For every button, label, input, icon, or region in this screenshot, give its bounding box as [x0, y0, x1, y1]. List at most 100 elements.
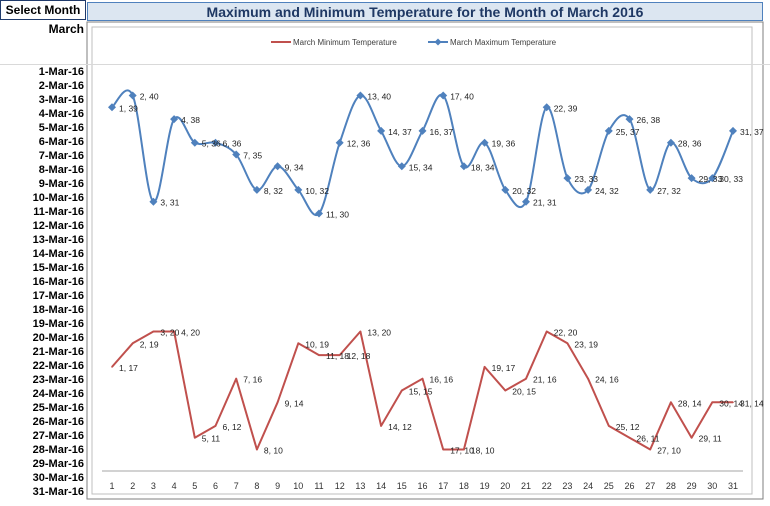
max-temperature-point: [190, 138, 199, 147]
data-label: 3, 20: [160, 328, 179, 338]
min-temperature-point: [173, 330, 175, 333]
row-date-label: 1-Mar-16: [39, 66, 84, 78]
min-temperature-point: [401, 389, 403, 392]
month-value: March: [48, 22, 84, 36]
data-label: 27, 10: [657, 446, 681, 456]
x-tick-label: 31: [728, 481, 738, 491]
data-label: 31, 14: [740, 398, 764, 408]
x-tick-label: 16: [417, 481, 427, 491]
min-temperature-point: [152, 330, 155, 333]
data-label: 13, 40: [367, 92, 391, 102]
row-date-label: 9-Mar-16: [39, 178, 84, 190]
data-label: 24, 16: [595, 375, 619, 385]
data-label: 3, 31: [160, 198, 179, 208]
x-tick-label: 5: [192, 481, 197, 491]
data-label: 22, 20: [554, 328, 578, 338]
min-temperature-point: [256, 448, 258, 451]
x-tick-label: 20: [500, 481, 510, 491]
min-temperature-point: [649, 448, 651, 451]
data-label: 17, 40: [450, 92, 474, 102]
min-temperature-point: [194, 436, 196, 439]
data-label: 11, 30: [326, 210, 349, 220]
min-temperature-point: [338, 354, 341, 356]
row-date-label: 23-Mar-16: [33, 374, 84, 386]
max-temperature-point: [273, 162, 282, 171]
x-tick-label: 2: [130, 481, 135, 491]
min-temperature-point: [111, 366, 113, 368]
min-temperature-point: [670, 401, 672, 404]
min-temperature-point: [732, 401, 734, 404]
max-temperature-point: [211, 138, 220, 147]
data-label: 14, 37: [388, 127, 412, 137]
row-date-label: 8-Mar-16: [39, 164, 84, 176]
row-date-label: 18-Mar-16: [33, 304, 84, 316]
row-date-label: 20-Mar-16: [33, 332, 84, 344]
row-date-label: 5-Mar-16: [39, 122, 84, 134]
min-temperature-point: [235, 377, 237, 380]
x-tick-label: 9: [275, 481, 280, 491]
data-label: 20, 32: [512, 186, 536, 196]
min-temperature-point: [442, 448, 445, 451]
row-date-label: 25-Mar-16: [33, 402, 84, 414]
max-temperature-point: [439, 91, 448, 100]
data-label: 22, 39: [554, 103, 578, 113]
data-label: 12, 18: [347, 351, 371, 361]
row-date-label: 31-Mar-16: [33, 486, 84, 498]
min-temperature-point: [483, 366, 486, 368]
x-tick-label: 3: [151, 481, 156, 491]
x-tick-label: 21: [521, 481, 531, 491]
row-date-label: 19-Mar-16: [33, 318, 84, 330]
x-tick-label: 13: [355, 481, 365, 491]
data-label: 5, 11: [202, 434, 221, 444]
x-tick-label: 1: [109, 481, 114, 491]
data-label: 8, 10: [264, 446, 283, 456]
max-temperature-point: [687, 174, 696, 183]
min-temperature-point: [690, 436, 693, 439]
data-label: 13, 20: [367, 328, 391, 338]
data-label: 8, 32: [264, 186, 283, 196]
min-temperature-point: [711, 401, 714, 404]
data-label: 14, 12: [388, 422, 412, 432]
data-label: 2, 19: [140, 339, 159, 349]
max-temperature-point: [459, 162, 468, 171]
max-temperature-point: [377, 126, 386, 135]
min-temperature-point: [545, 330, 548, 333]
data-label: 20, 15: [512, 387, 536, 397]
min-temperature-point: [463, 448, 465, 451]
x-tick-label: 30: [707, 481, 717, 491]
data-label: 12, 36: [347, 139, 371, 149]
x-tick-label: 7: [234, 481, 239, 491]
min-temperature-point: [276, 401, 279, 404]
min-temperature-point: [525, 377, 527, 380]
data-label: 29, 33: [699, 174, 723, 184]
data-label: 19, 36: [492, 139, 516, 149]
row-date-label: 15-Mar-16: [33, 262, 84, 274]
min-temperature-point: [214, 425, 217, 427]
x-tick-label: 19: [480, 481, 490, 491]
row-date-label: 14-Mar-16: [33, 248, 84, 260]
max-temperature-point: [108, 103, 116, 112]
data-label: 21, 16: [533, 375, 557, 385]
max-temperature-point: [149, 197, 158, 206]
max-temperature-point: [356, 91, 365, 100]
row-date-label: 13-Mar-16: [33, 234, 84, 246]
max-temperature-point: [604, 126, 613, 135]
row-date-label: 21-Mar-16: [33, 346, 84, 358]
data-label: 6, 12: [223, 422, 242, 432]
data-label: 9, 34: [285, 162, 304, 172]
max-temperature-point: [542, 103, 551, 112]
chart-border: [86, 21, 764, 500]
x-tick-label: 29: [687, 481, 697, 491]
data-label: 26, 11: [637, 434, 660, 444]
data-label: 21, 31: [533, 198, 557, 208]
data-label: 28, 36: [678, 139, 702, 149]
min-temperature-point: [359, 330, 362, 333]
min-temperature-point: [318, 354, 320, 356]
data-label: 7, 35: [243, 151, 262, 161]
max-temperature-point: [729, 126, 737, 135]
max-temperature-point: [397, 162, 406, 171]
max-temperature-point: [666, 138, 675, 147]
select-month-button[interactable]: Select Month: [0, 0, 86, 20]
max-temperature-point: [584, 185, 593, 194]
max-temperature-point: [625, 115, 634, 124]
